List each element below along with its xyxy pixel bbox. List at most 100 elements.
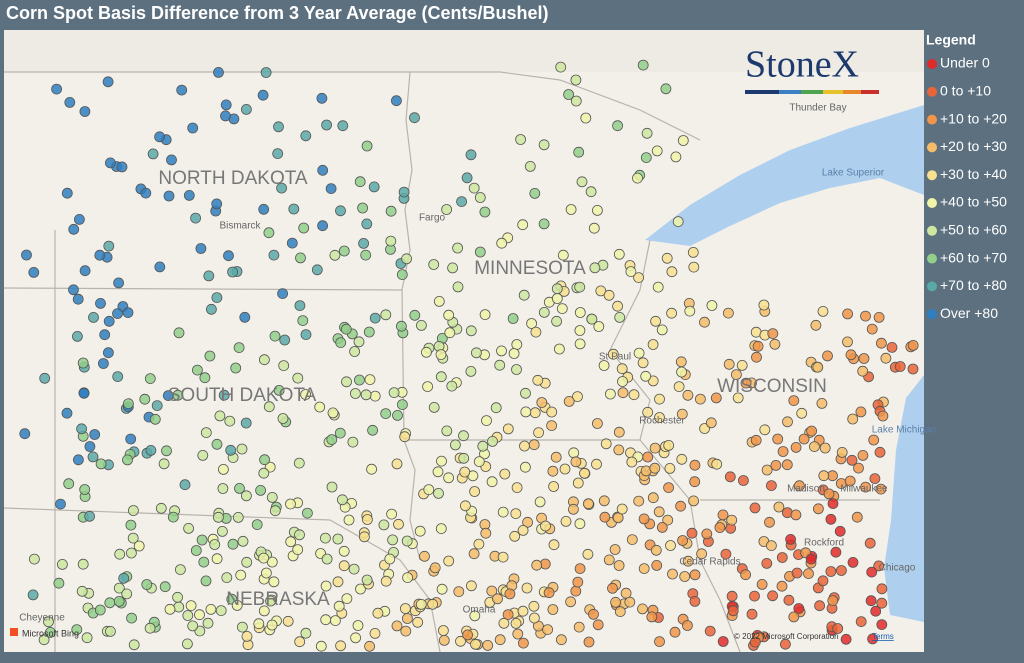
station-dot (637, 59, 649, 71)
station-dot (864, 537, 876, 549)
legend-swatch[interactable] (927, 142, 937, 153)
station-dot (441, 425, 453, 437)
station-dot (337, 120, 349, 132)
legend-label[interactable]: +70 to +80 (940, 277, 1007, 293)
station-dot (803, 568, 814, 579)
station-dot (221, 572, 233, 583)
station-dot (240, 490, 252, 502)
station-dot (133, 540, 145, 552)
station-dot (633, 347, 645, 359)
station-dot (876, 619, 888, 630)
station-dot (555, 61, 567, 73)
station-dot (116, 161, 128, 173)
station-dot (233, 342, 245, 354)
station-dot (649, 462, 661, 474)
station-dot (579, 467, 590, 479)
legend-label[interactable]: Under 0 (940, 55, 990, 71)
legend-label[interactable]: 0 to +10 (940, 83, 991, 99)
legend: Under 0 0 to +10 +10 to +20 +20 to +30 +30 t… (927, 55, 1007, 321)
station-dot (396, 269, 408, 281)
legend-label[interactable]: Over +80 (940, 305, 998, 321)
station-dot (300, 389, 312, 400)
legend-swatch[interactable] (927, 253, 937, 264)
station-dot (595, 285, 607, 297)
legend-label[interactable]: +20 to +30 (940, 138, 1007, 154)
station-dot (574, 563, 586, 574)
legend-swatch[interactable] (927, 309, 937, 320)
station-dot (420, 346, 432, 358)
station-dot (338, 560, 350, 572)
station-dot (227, 266, 239, 278)
legend-label[interactable]: +60 to +70 (940, 249, 1007, 265)
station-dot (860, 310, 871, 322)
station-dot (253, 618, 265, 630)
legend-swatch[interactable] (927, 170, 937, 181)
station-dot (380, 408, 392, 420)
station-dot (258, 354, 270, 366)
station-dot (232, 512, 244, 523)
legend-swatch[interactable] (927, 281, 937, 292)
station-dot (498, 617, 510, 629)
terms-link[interactable]: Terms (872, 632, 894, 641)
station-dot (361, 514, 373, 525)
station-dot (113, 582, 125, 594)
station-dot (468, 548, 480, 560)
station-dot (894, 361, 906, 372)
station-dot (534, 496, 546, 508)
legend-label[interactable]: +30 to +40 (940, 166, 1007, 182)
station-dot (844, 475, 856, 487)
station-dot (399, 431, 411, 443)
station-dot (588, 608, 599, 620)
station-dot (163, 190, 175, 202)
station-dot (546, 420, 557, 432)
station-dot (886, 341, 898, 353)
station-dot (689, 569, 701, 581)
station-dot (529, 407, 541, 419)
station-dot (583, 498, 594, 510)
station-dot (214, 410, 226, 422)
station-dot (591, 458, 602, 470)
station-dot (847, 557, 859, 568)
legend-label[interactable]: +50 to +60 (940, 222, 1007, 238)
station-dot (282, 615, 294, 627)
legend-swatch[interactable] (927, 86, 937, 97)
legend-swatch[interactable] (927, 114, 937, 125)
station-dot (650, 544, 662, 556)
station-dot (538, 218, 550, 230)
legend-swatch[interactable] (927, 59, 937, 69)
station-dot (494, 359, 506, 371)
station-dot (565, 596, 576, 608)
station-dot (325, 183, 337, 195)
legend-label[interactable]: +40 to +50 (940, 194, 1007, 210)
station-dot (358, 531, 370, 543)
station-dot (121, 588, 133, 600)
station-dot (118, 572, 130, 584)
station-dot (840, 633, 852, 645)
place-label: Rockford (804, 538, 844, 549)
station-dot (682, 620, 693, 631)
legend-swatch[interactable] (927, 198, 937, 208)
station-dot (832, 623, 844, 634)
station-dot (29, 553, 40, 565)
station-dot (401, 613, 413, 624)
legend-swatch[interactable] (927, 225, 937, 236)
station-dot (711, 458, 723, 470)
legend-label[interactable]: +10 to +20 (940, 110, 1007, 126)
station-dot (720, 548, 732, 560)
station-dot (260, 567, 272, 579)
station-dot (620, 587, 632, 599)
station-dot (479, 309, 491, 321)
station-dot (369, 628, 381, 639)
station-dot (642, 406, 654, 418)
station-dot (689, 476, 701, 488)
station-dot (300, 130, 312, 142)
station-dot (686, 527, 698, 539)
station-dot (423, 484, 435, 496)
station-dot (842, 336, 853, 348)
station-dot (626, 456, 638, 468)
place-label: Milwaukee (840, 484, 888, 495)
station-dot (876, 597, 888, 609)
station-dot (616, 363, 628, 375)
station-dot (378, 519, 390, 531)
station-dot (72, 293, 84, 305)
